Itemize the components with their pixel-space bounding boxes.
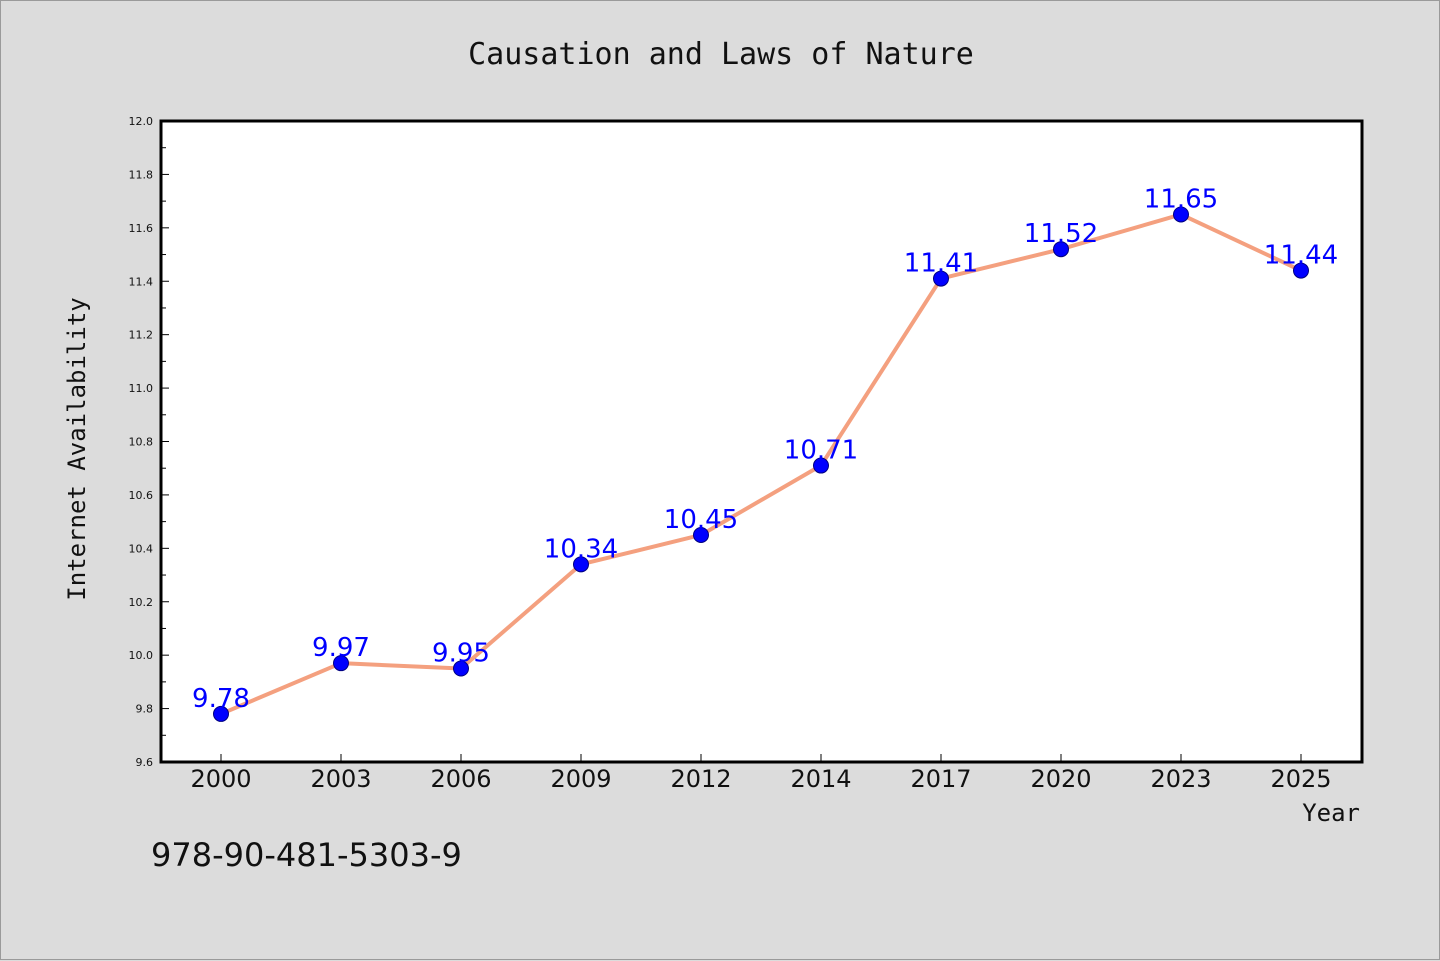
chart-title: Causation and Laws of Nature [468, 37, 974, 72]
x-tick-label: 2025 [1270, 765, 1331, 793]
data-label: 11.41 [904, 249, 978, 279]
data-label: 9.97 [312, 633, 370, 663]
y-tick-label: 10.8 [129, 436, 154, 449]
isbn-footnote: 978-90-481-5303-9 [151, 836, 462, 874]
x-axis-label: Year [1302, 799, 1360, 827]
y-axis-ticks: 9.6 9.8 10.0 10.2 10.4 10.6 10.8 11.0 11.2 11.4 11… [129, 115, 169, 769]
data-point [693, 526, 709, 543]
data-point [1293, 262, 1309, 279]
data-label: 11.44 [1264, 241, 1338, 271]
y-tick-label: 10.2 [129, 596, 154, 609]
series-line [220, 212, 1302, 716]
data-point [213, 705, 229, 722]
y-tick-label: 11.6 [129, 222, 154, 235]
data-label: 9.78 [192, 684, 250, 714]
data-labels: 9.78 9.97 9.95 10.34 10.45 10.71 11.41 11.52 11.… [192, 184, 1338, 713]
x-tick-label: 2017 [910, 765, 971, 793]
data-point [813, 457, 829, 474]
y-tick-label: 11.0 [129, 382, 154, 395]
y-tick-label: 11.4 [129, 275, 154, 288]
x-tick-label: 2009 [550, 765, 611, 793]
y-tick-label: 11.2 [129, 329, 154, 342]
data-point [333, 655, 349, 672]
plot-area [159, 119, 1364, 764]
x-tick-label: 2023 [1150, 765, 1211, 793]
data-markers [213, 206, 1309, 722]
y-tick-label: 11.8 [129, 168, 154, 181]
data-point [933, 270, 949, 287]
data-label: 10.45 [664, 505, 738, 535]
y-tick-label: 12.0 [129, 115, 154, 128]
y-axis-label: Internet Availability [63, 297, 91, 600]
data-label: 10.34 [544, 534, 618, 564]
y-tick-label: 10.0 [129, 649, 154, 662]
data-label: 11.65 [1144, 184, 1218, 214]
x-tick-label: 2006 [430, 765, 491, 793]
x-tick-label: 2020 [1030, 765, 1091, 793]
x-tick-label: 2014 [790, 765, 851, 793]
y-tick-label: 10.4 [129, 542, 154, 555]
x-axis-ticks: 2000 2003 2006 2009 2012 2014 2017 2020 2023 2025 [190, 754, 1332, 793]
data-point [573, 556, 589, 573]
x-tick-label: 2012 [670, 765, 731, 793]
y-tick-label: 9.8 [136, 703, 154, 716]
x-tick-label: 2003 [310, 765, 371, 793]
x-tick-label: 2000 [190, 765, 251, 793]
data-point [453, 660, 469, 677]
data-label: 11.52 [1024, 219, 1098, 249]
data-label: 10.71 [784, 436, 858, 466]
y-tick-label: 9.6 [136, 756, 154, 769]
data-point [1173, 206, 1189, 223]
data-point [1053, 241, 1069, 258]
data-label: 9.95 [432, 639, 490, 669]
y-tick-label: 10.6 [129, 489, 154, 502]
